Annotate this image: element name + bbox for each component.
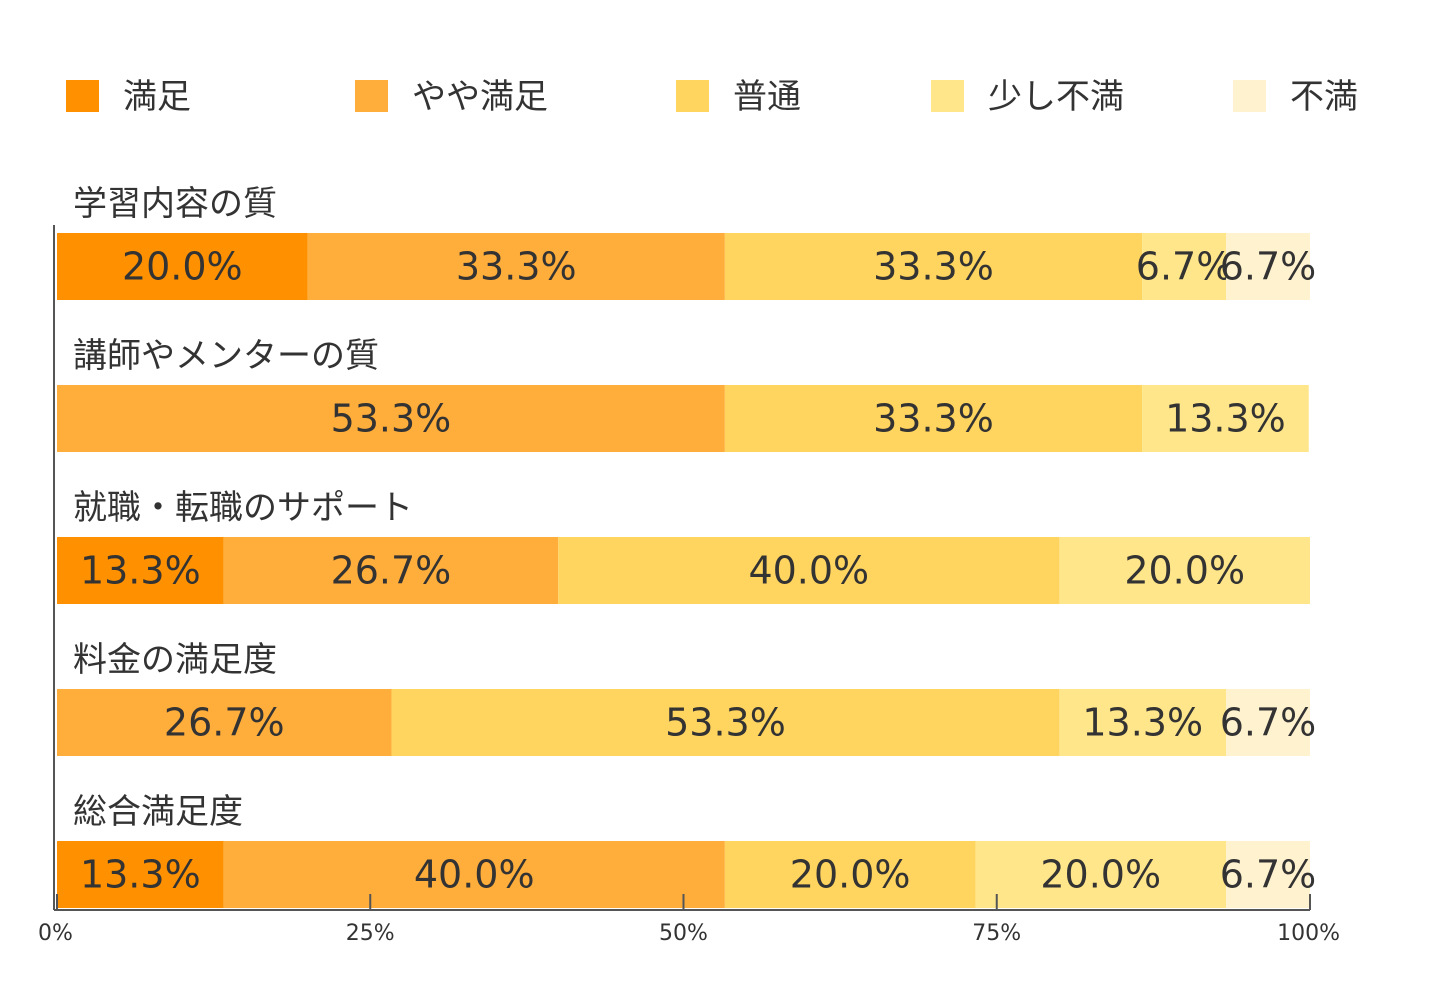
bar-segment <box>1059 537 1310 604</box>
data-label: 33.3% <box>873 245 994 289</box>
bar-segment <box>57 841 224 908</box>
data-label: 40.0% <box>414 853 535 897</box>
x-tick-label: 75% <box>972 921 1021 946</box>
bar-segment <box>558 537 1060 604</box>
data-label: 6.7% <box>1220 701 1317 745</box>
bar-segment <box>223 841 725 908</box>
bar-segment <box>724 385 1143 452</box>
bar-segment <box>391 689 1060 756</box>
bar-segment <box>1226 233 1310 300</box>
bar-row: 料金の満足度 26.7% 53.3% 13.3% 6.7% <box>57 640 1316 756</box>
legend-label: 満足 <box>123 77 191 117</box>
legend-swatch <box>931 80 964 112</box>
bar-row: 就職・転職のサポート 13.3% 26.7% 40.0% 20.0% <box>57 488 1310 604</box>
legend-item: 不満 <box>1233 77 1358 117</box>
legend-swatch <box>66 80 99 112</box>
category-label: 料金の満足度 <box>73 640 277 680</box>
legend-item: 少し不満 <box>931 77 1124 117</box>
bar-segment <box>307 233 725 300</box>
data-label: 20.0% <box>122 245 243 289</box>
data-label: 20.0% <box>790 853 911 897</box>
bar-segment <box>724 841 976 908</box>
legend-label: 不満 <box>1290 77 1358 117</box>
data-label: 33.3% <box>873 397 994 441</box>
legend-item: やや満足 <box>355 77 548 117</box>
x-tick-label: 0% <box>38 921 73 946</box>
data-label: 26.7% <box>164 701 285 745</box>
x-axis: 0% 25% 50% 75% 100% <box>38 225 1340 946</box>
data-label: 53.3% <box>331 397 452 441</box>
data-label: 13.3% <box>1082 701 1203 745</box>
legend-item: 満足 <box>66 77 191 117</box>
bar-segment <box>57 385 725 452</box>
data-label: 6.7% <box>1136 245 1233 289</box>
legend: 満足 やや満足 普通 少し不満 不満 <box>66 77 1358 117</box>
bar-segment <box>57 689 392 756</box>
bar-segment <box>724 233 1143 300</box>
legend-label: 普通 <box>733 77 801 117</box>
data-label: 20.0% <box>1124 549 1245 593</box>
data-label: 33.3% <box>456 245 577 289</box>
data-label: 53.3% <box>665 701 786 745</box>
category-label: 総合満足度 <box>73 792 243 832</box>
data-label: 26.7% <box>331 549 452 593</box>
category-label: 就職・転職のサポート <box>73 488 413 528</box>
category-label: 講師やメンターの質 <box>73 336 379 376</box>
bar-segment <box>1059 689 1227 756</box>
bar-row: 総合満足度 13.3% 40.0% 20.0% 20.0% 6.7% <box>57 792 1316 908</box>
data-label: 6.7% <box>1220 245 1317 289</box>
bar-segment <box>1142 385 1309 452</box>
x-tick-label: 100% <box>1277 921 1340 946</box>
data-label: 13.3% <box>1165 397 1286 441</box>
data-label: 6.7% <box>1220 853 1317 897</box>
x-tick-label: 25% <box>346 921 395 946</box>
legend-label: やや満足 <box>412 77 548 117</box>
category-label: 学習内容の質 <box>73 184 277 224</box>
bar-segment <box>57 537 224 604</box>
bar-row: 学習内容の質 20.0% 33.3% 33.3% 6.7%6.7% <box>57 184 1316 300</box>
data-label: 13.3% <box>80 549 201 593</box>
bar-segment <box>1142 233 1227 300</box>
bar-segment <box>1226 689 1310 756</box>
x-tick-label: 50% <box>659 921 708 946</box>
legend-label: 少し不満 <box>988 77 1124 117</box>
legend-item: 普通 <box>676 77 801 117</box>
data-label: 40.0% <box>748 549 869 593</box>
bar-segment <box>223 537 559 604</box>
data-label: 20.0% <box>1040 853 1161 897</box>
bar-segment <box>1226 841 1310 908</box>
legend-swatch <box>1233 80 1266 112</box>
bar-segment <box>57 233 308 300</box>
legend-swatch <box>355 80 388 112</box>
bar-row: 講師やメンターの質 53.3% 33.3% 13.3% <box>57 336 1309 452</box>
data-label: 13.3% <box>80 853 201 897</box>
legend-swatch <box>676 80 709 112</box>
bar-segment <box>975 841 1227 908</box>
